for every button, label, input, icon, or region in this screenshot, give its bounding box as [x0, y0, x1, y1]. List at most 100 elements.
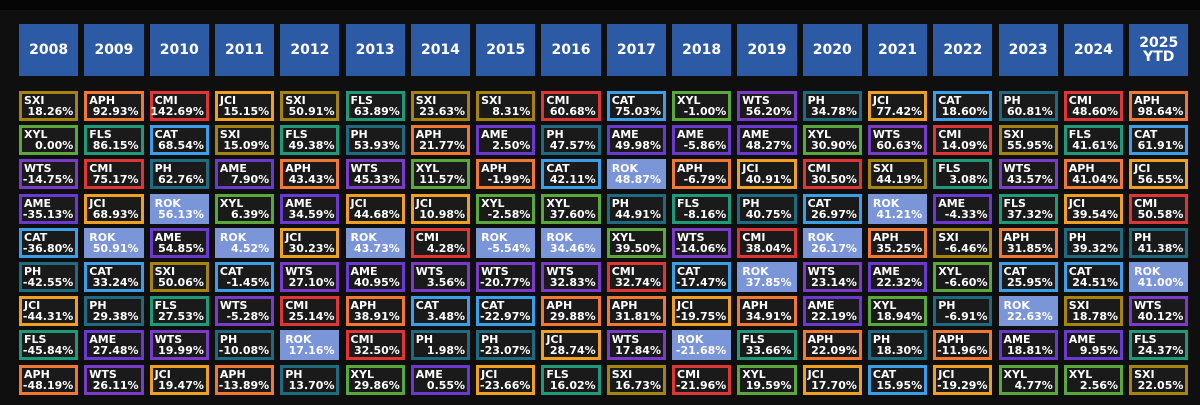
year-header: 2021: [867, 24, 928, 76]
return-cell: SXI 18.78%: [1063, 296, 1124, 327]
return-value: 4.77%: [1014, 378, 1053, 392]
ticker-label: ROK: [285, 333, 312, 347]
return-value: 31.85%: [1006, 241, 1053, 255]
return-cell: PH 39.32%: [1063, 227, 1124, 258]
ticker-label: JCI: [154, 367, 171, 381]
return-cell: CMI 32.74%: [606, 262, 666, 292]
return-value: 27.48%: [92, 344, 139, 358]
return-value: 35.25%: [876, 241, 923, 255]
return-cell: ROK 56.13%: [149, 193, 209, 224]
ticker-label: SXI: [24, 94, 45, 107]
return-cell: JCI 44.68%: [345, 193, 405, 224]
return-value: 29.86%: [353, 378, 400, 392]
return-value: 25.95%: [1006, 276, 1053, 289]
return-cell: WTS 32.83%: [541, 262, 601, 292]
return-cell: APH 98.64%: [1129, 91, 1189, 121]
ticker-label: AME: [1068, 333, 1096, 347]
return-value: 50.06%: [158, 276, 204, 289]
return-value: -1.45%: [226, 276, 270, 289]
return-cell: AME 34.59%: [280, 193, 340, 224]
return-value: 44.68%: [353, 207, 400, 221]
return-cell: SXI 22.05%: [1129, 364, 1189, 395]
ticker-label: JCI: [285, 230, 302, 244]
return-cell: JCI 77.42%: [867, 91, 928, 121]
ticker-label: CAT: [677, 265, 701, 278]
return-cell: FLS -8.16%: [672, 193, 732, 224]
ticker-label: WTS: [219, 299, 248, 313]
return-value: 19.47%: [158, 378, 204, 392]
ticker-label: CAT: [1068, 265, 1093, 278]
ticker-label: CAT: [872, 367, 897, 381]
ticker-label: ROK: [872, 196, 900, 210]
return-value: 32.83%: [549, 276, 596, 289]
return-cell: CMI 32.50%: [345, 330, 405, 361]
return-value: -6.91%: [944, 310, 988, 324]
return-value: 40.91%: [745, 173, 792, 187]
ticker-label: APH: [285, 162, 311, 176]
return-value: -14.75%: [22, 173, 74, 187]
return-value: 33.66%: [745, 344, 792, 358]
ticker-label: CMI: [546, 94, 570, 107]
return-cell: WTS 27.10%: [280, 262, 340, 292]
return-value: 34.78%: [811, 105, 857, 118]
ticker-label: APH: [24, 367, 50, 381]
return-cell: PH 62.76%: [149, 159, 209, 190]
return-cell: AME 40.95%: [345, 262, 405, 292]
return-value: 75.17%: [92, 173, 139, 187]
ticker-label: SXI: [481, 94, 502, 107]
return-value: 17.84%: [615, 344, 661, 358]
ticker-label: CMI: [1134, 196, 1158, 210]
return-cell: CAT 18.60%: [933, 91, 993, 121]
return-value: 3.08%: [949, 173, 988, 187]
ticker-label: JCI: [742, 162, 759, 176]
return-value: 48.60%: [1072, 105, 1119, 118]
return-value: 32.74%: [615, 276, 661, 289]
year-header: 2016: [541, 24, 601, 76]
return-cell: AME 27.48%: [84, 330, 144, 361]
ticker-label: SXI: [938, 230, 959, 244]
ticker-label: AME: [24, 196, 51, 210]
ticker-label: JCI: [219, 94, 237, 107]
return-cell: SXI 8.31%: [476, 91, 536, 121]
return-value: -5.28%: [226, 310, 270, 324]
ticker-label: XYL: [611, 230, 636, 244]
year-header: 2025 YTD: [1129, 24, 1189, 76]
ticker-label: PH: [481, 333, 499, 347]
ticker-label: APH: [350, 299, 377, 313]
year-header: 2024: [1063, 24, 1124, 76]
return-cell: FLS 33.66%: [737, 330, 797, 361]
return-cell: FLS 24.37%: [1129, 330, 1189, 361]
return-value: 37.32%: [1006, 207, 1053, 221]
return-cell: JCI 40.91%: [737, 159, 797, 190]
return-cell: AME 9.95%: [1063, 330, 1124, 361]
ticker-label: ROK: [611, 162, 639, 176]
return-cell: WTS -14.06%: [672, 227, 732, 258]
return-cell: JCI 17.70%: [802, 364, 862, 395]
ticker-label: PH: [89, 299, 107, 313]
return-value: 86.15%: [92, 139, 139, 153]
return-cell: CAT -17.47%: [672, 262, 732, 292]
return-value: 26.97%: [811, 207, 857, 221]
return-value: -45.84%: [22, 344, 74, 358]
ticker-label: AME: [481, 128, 509, 142]
return-cell: AME 48.27%: [737, 125, 797, 156]
return-cell: CMI 60.68%: [541, 91, 601, 121]
return-cell: PH 44.91%: [606, 193, 666, 224]
ticker-label: PH: [219, 333, 238, 347]
ticker-label: SXI: [1003, 128, 1025, 142]
ticker-label: CAT: [611, 94, 635, 107]
return-cell: APH 92.93%: [84, 91, 144, 121]
return-value: -6.60%: [944, 276, 988, 289]
return-value: 60.68%: [549, 105, 596, 118]
ticker-label: XYL: [677, 94, 701, 107]
return-cell: CMI -21.96%: [672, 364, 732, 395]
ticker-label: APH: [1003, 230, 1030, 244]
return-cell: JCI 56.55%: [1129, 159, 1189, 190]
return-value: 30.90%: [811, 139, 857, 153]
return-cell: FLS 3.08%: [933, 159, 993, 190]
ticker-label: JCI: [938, 367, 955, 381]
ticker-label: JCI: [24, 299, 41, 313]
return-cell: JCI 19.47%: [149, 364, 209, 395]
ticker-label: JCI: [1134, 162, 1151, 176]
